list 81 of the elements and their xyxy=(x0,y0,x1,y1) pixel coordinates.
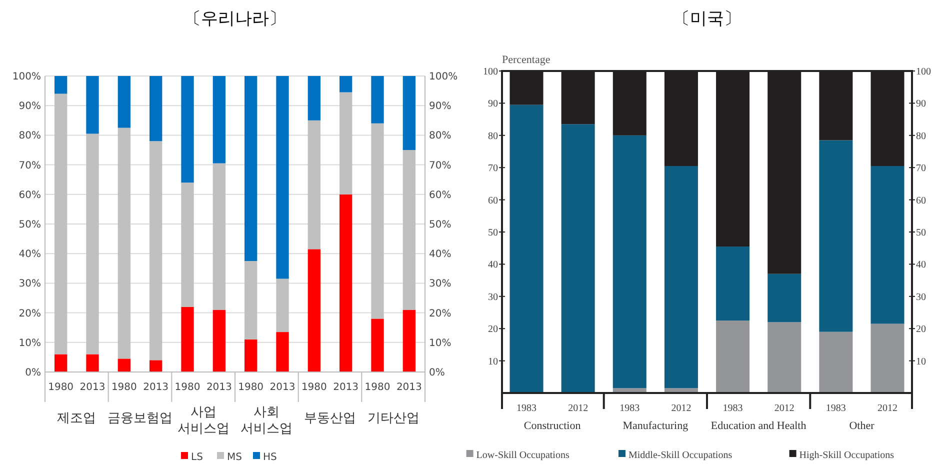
y-tick-label: 90% xyxy=(18,101,41,112)
x-tick-label: 1980 xyxy=(174,382,200,393)
y-tick-label: 10% xyxy=(18,338,41,349)
x-tick-label: 1983 xyxy=(516,403,536,414)
y-tick-label: 70 xyxy=(488,163,498,174)
y2-tick-label: 30 xyxy=(916,292,926,303)
y-tick-label: 10 xyxy=(488,356,498,368)
x-tick-label: 1980 xyxy=(238,382,264,393)
text: 사회 서비스업 xyxy=(240,405,293,436)
legend-label: High-Skill Occupations xyxy=(799,450,894,461)
x-tick-label: 1980 xyxy=(48,382,74,393)
y-tick-label: 50% xyxy=(18,220,41,230)
chart-title: 〔우리나라〕 xyxy=(184,9,286,29)
y-tick-label: 20% xyxy=(18,308,41,320)
text: Construction xyxy=(524,420,582,432)
chart-title: 〔미국〕 xyxy=(673,9,741,29)
y2-tick-label: 100 xyxy=(916,66,931,78)
legend-label: HS xyxy=(263,452,277,463)
text: Education and Health xyxy=(710,420,807,432)
y-tick-label: 70% xyxy=(18,160,41,172)
y2-tick-label: 80 xyxy=(916,130,926,142)
y2-tick-label: 70% xyxy=(429,160,452,172)
y-tick-label: 0% xyxy=(25,368,41,378)
y-tick-label: 50 xyxy=(488,228,498,238)
text: Manufacturing xyxy=(622,420,689,432)
x-tick-label: 1983 xyxy=(620,403,640,414)
y2-tick-label: 40% xyxy=(429,249,452,260)
y-tick-label: 60% xyxy=(18,190,41,201)
y-tick-label: 20 xyxy=(488,324,498,336)
text: 기타산업 xyxy=(367,411,420,426)
y2-tick-label: 30% xyxy=(429,278,452,290)
x-tick-label: 2013 xyxy=(333,382,359,393)
text: Other xyxy=(849,420,875,432)
legend-label: Low-Skill Occupations xyxy=(476,450,570,461)
y2-tick-label: 70 xyxy=(916,163,926,174)
y-tick-label: 40 xyxy=(488,260,498,271)
y2-tick-label: 10% xyxy=(429,338,452,349)
text: 부동산업 xyxy=(304,411,356,426)
x-tick-label: 2012 xyxy=(568,403,588,414)
text: 사업 서비스업 xyxy=(177,405,230,436)
y-tick-label: 80 xyxy=(488,130,498,142)
text: 금융보험업 xyxy=(108,411,172,426)
x-tick-label: 1983 xyxy=(722,403,743,414)
y2-tick-label: 50% xyxy=(429,220,452,230)
y2-tick-label: 100% xyxy=(429,72,458,82)
y2-tick-label: 90 xyxy=(916,98,926,110)
y2-tick-label: 20% xyxy=(429,308,452,320)
x-tick-label: 2013 xyxy=(80,382,106,393)
x-tick-label: 1980 xyxy=(111,382,137,393)
x-tick-label: 2013 xyxy=(206,382,232,393)
y-tick-label: 100 xyxy=(483,66,498,78)
y2-tick-label: 60 xyxy=(916,195,926,206)
x-tick-label: 1980 xyxy=(301,382,327,393)
y-tick-label: 60 xyxy=(488,195,498,206)
x-tick-label: 2013 xyxy=(143,382,169,393)
y2-tick-label: 0% xyxy=(429,368,445,378)
x-tick-label: 2012 xyxy=(774,403,794,414)
legend-label: MS xyxy=(227,452,242,463)
y-tick-label: 90 xyxy=(488,98,498,110)
x-tick-label: 2013 xyxy=(396,382,422,393)
y2-tick-label: 10 xyxy=(916,356,926,368)
y-tick-label: 30% xyxy=(18,278,41,290)
legend-label: LS xyxy=(191,452,203,463)
y2-tick-label: 60% xyxy=(429,190,452,201)
y2-tick-label: 40 xyxy=(916,260,926,271)
legend-label: Middle-Skill Occupations xyxy=(628,450,732,461)
y-tick-label: 80% xyxy=(18,130,41,142)
x-tick-label: 2013 xyxy=(270,382,296,393)
y2-tick-label: 20 xyxy=(916,324,926,336)
x-tick-label: 1983 xyxy=(826,403,846,414)
y2-tick-label: 50 xyxy=(916,228,926,238)
y-tick-label: 100% xyxy=(12,72,41,82)
text: 제조업 xyxy=(57,411,96,426)
y-tick-label: 30 xyxy=(488,292,498,303)
x-tick-label: 1980 xyxy=(364,382,390,393)
x-tick-label: 2012 xyxy=(878,403,898,414)
y-axis-title: Percentage xyxy=(502,54,550,66)
y2-tick-label: 90% xyxy=(429,101,452,112)
y2-tick-label: 80% xyxy=(429,130,452,142)
x-tick-label: 2012 xyxy=(671,403,692,414)
y-tick-label: 40% xyxy=(18,249,41,260)
